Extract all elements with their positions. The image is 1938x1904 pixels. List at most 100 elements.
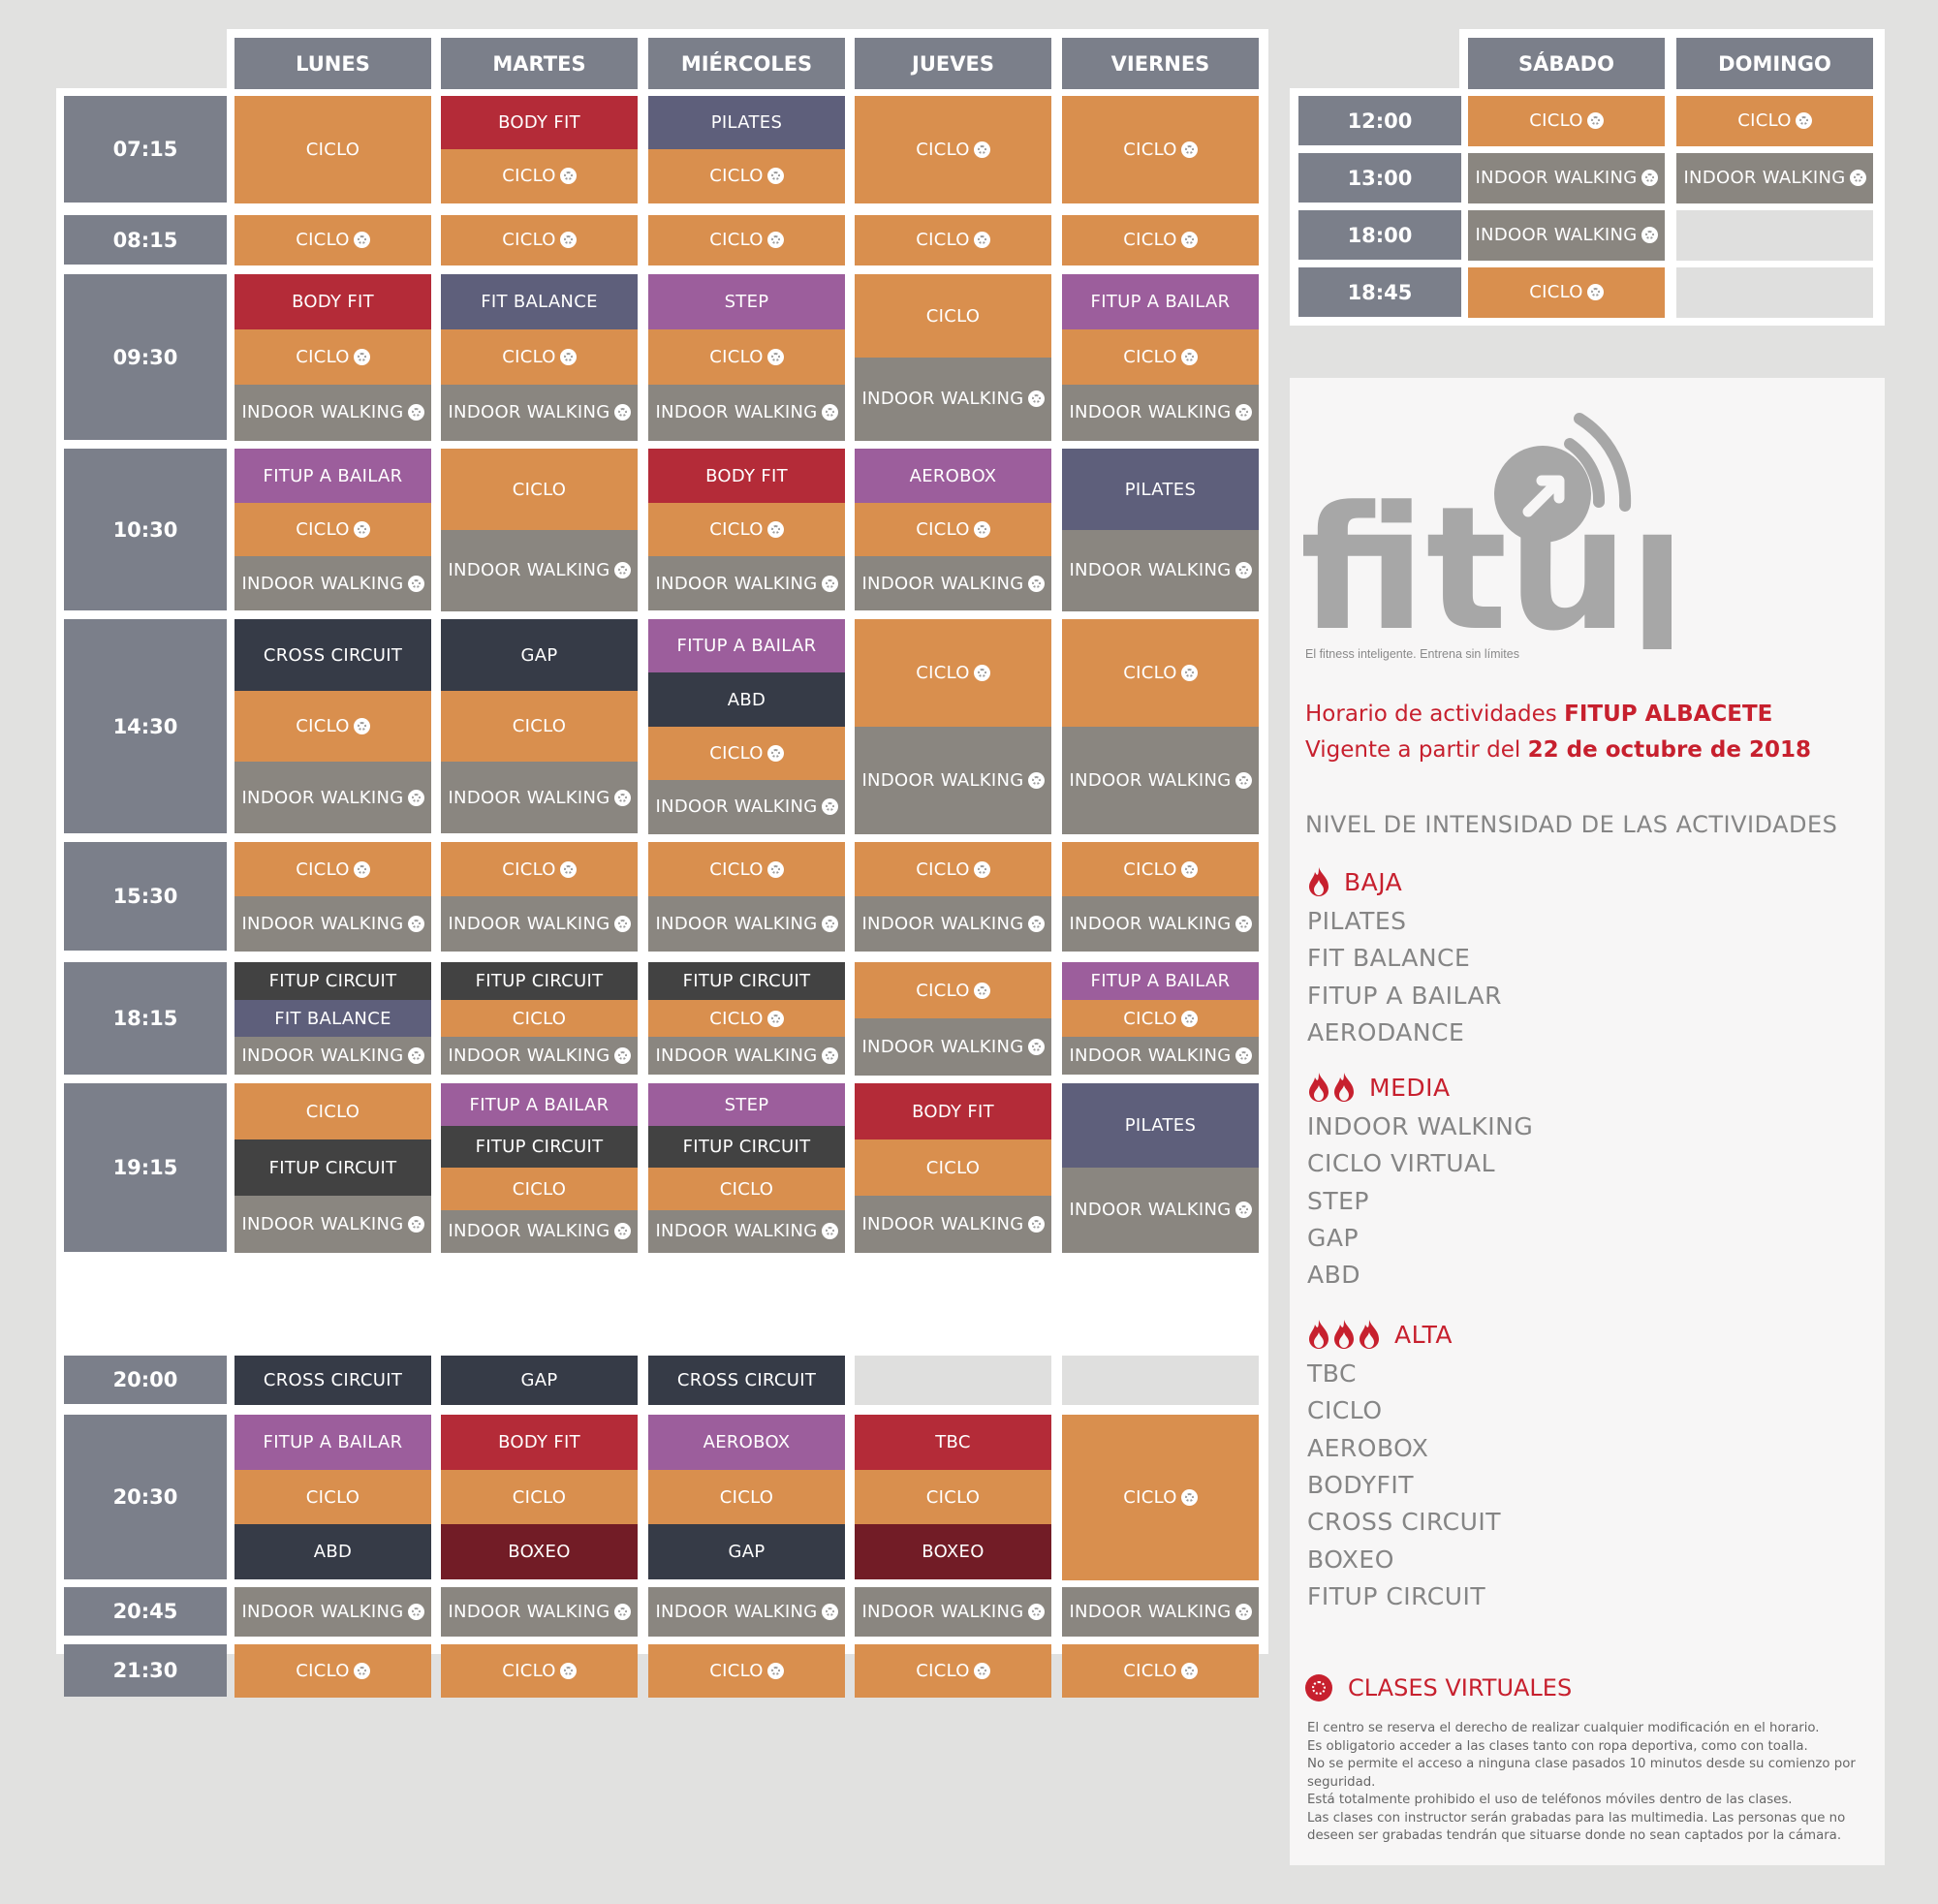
class-fitup-a-bailar[interactable]: FITUP A BAILAR	[648, 619, 845, 673]
class-ciclo[interactable]: CICLO	[855, 215, 1051, 265]
class-ciclo[interactable]: CICLO	[648, 215, 845, 265]
class-indoor-walking[interactable]: INDOOR WALKING	[1062, 1037, 1259, 1076]
class-gap[interactable]: GAP	[441, 1356, 638, 1405]
class-body-fit[interactable]: BODY FIT	[855, 1083, 1051, 1140]
class-indoor-walking[interactable]: INDOOR WALKING	[441, 1037, 638, 1076]
class-ciclo[interactable]: CICLO	[648, 1168, 845, 1210]
class-ciclo[interactable]: CICLO	[1468, 96, 1665, 146]
class-ciclo[interactable]: CICLO	[855, 274, 1051, 358]
class-ciclo[interactable]: CICLO	[648, 842, 845, 897]
class-cross-circuit[interactable]: CROSS CIRCUIT	[234, 1356, 431, 1405]
class-indoor-walking[interactable]: INDOOR WALKING	[234, 1196, 431, 1253]
class-ciclo[interactable]: CICLO	[1062, 96, 1259, 203]
class-ciclo[interactable]: CICLO	[234, 96, 431, 203]
class-indoor-walking[interactable]: INDOOR WALKING	[648, 896, 845, 952]
class-indoor-walking[interactable]: INDOOR WALKING	[855, 1587, 1051, 1637]
class-indoor-walking[interactable]: INDOOR WALKING	[648, 779, 845, 834]
class-ciclo[interactable]: CICLO	[441, 690, 638, 763]
class-body-fit[interactable]: BODY FIT	[234, 274, 431, 330]
class-ciclo[interactable]: CICLO	[1676, 96, 1873, 146]
class-abd[interactable]: ABD	[234, 1524, 431, 1580]
class-ciclo[interactable]: CICLO	[234, 1469, 431, 1525]
class-ciclo[interactable]: CICLO	[234, 842, 431, 897]
class-indoor-walking[interactable]: INDOOR WALKING	[648, 385, 845, 441]
class-ciclo[interactable]: CICLO	[1062, 329, 1259, 386]
class-ciclo[interactable]: CICLO	[1468, 267, 1665, 318]
class-indoor-walking[interactable]: INDOOR WALKING	[234, 385, 431, 441]
class-indoor-walking[interactable]: INDOOR WALKING	[648, 556, 845, 611]
class-fitup-a-bailar[interactable]: FITUP A BAILAR	[441, 1083, 638, 1126]
class-indoor-walking[interactable]: INDOOR WALKING	[1062, 896, 1259, 952]
class-indoor-walking[interactable]: INDOOR WALKING	[441, 1209, 638, 1253]
class-boxeo[interactable]: BOXEO	[855, 1524, 1051, 1580]
class-ciclo[interactable]: CICLO	[441, 1168, 638, 1210]
class-ciclo[interactable]: CICLO	[234, 215, 431, 265]
class-ciclo[interactable]: CICLO	[648, 149, 845, 203]
class-fitup-circuit[interactable]: FITUP CIRCUIT	[441, 1125, 638, 1169]
class-ciclo[interactable]: CICLO	[648, 1469, 845, 1525]
class-indoor-walking[interactable]: INDOOR WALKING	[648, 1037, 845, 1076]
class-indoor-walking[interactable]: INDOOR WALKING	[234, 762, 431, 834]
class-ciclo[interactable]: CICLO	[441, 149, 638, 203]
class-ciclo[interactable]: CICLO	[1062, 842, 1259, 897]
class-ciclo[interactable]: CICLO	[441, 1644, 638, 1698]
class-ciclo[interactable]: CICLO	[1062, 619, 1259, 727]
class-cross-circuit[interactable]: CROSS CIRCUIT	[648, 1356, 845, 1405]
class-pilates[interactable]: PILATES	[1062, 1083, 1259, 1169]
class-indoor-walking[interactable]: INDOOR WALKING	[1062, 529, 1259, 611]
class-pilates[interactable]: PILATES	[648, 96, 845, 150]
class-ciclo[interactable]: CICLO	[855, 619, 1051, 727]
class-gap[interactable]: GAP	[648, 1524, 845, 1580]
class-indoor-walking[interactable]: INDOOR WALKING	[441, 896, 638, 952]
class-indoor-walking[interactable]: INDOOR WALKING	[441, 1587, 638, 1637]
class-indoor-walking[interactable]: INDOOR WALKING	[234, 896, 431, 952]
class-indoor-walking[interactable]: INDOOR WALKING	[648, 1209, 845, 1253]
class-fit-balance[interactable]: FIT BALANCE	[441, 274, 638, 330]
class-indoor-walking[interactable]: INDOOR WALKING	[855, 1196, 1051, 1253]
class-ciclo[interactable]: CICLO	[855, 1139, 1051, 1197]
class-ciclo[interactable]: CICLO	[441, 329, 638, 386]
class-body-fit[interactable]: BODY FIT	[441, 96, 638, 150]
class-ciclo[interactable]: CICLO	[855, 842, 1051, 897]
class-cross-circuit[interactable]: CROSS CIRCUIT	[234, 619, 431, 692]
class-ciclo[interactable]: CICLO	[648, 726, 845, 781]
class-ciclo[interactable]: CICLO	[234, 1083, 431, 1140]
class-indoor-walking[interactable]: INDOOR WALKING	[1676, 153, 1873, 203]
class-indoor-walking[interactable]: INDOOR WALKING	[441, 529, 638, 611]
class-ciclo[interactable]: CICLO	[441, 215, 638, 265]
class-fitup-a-bailar[interactable]: FITUP A BAILAR	[1062, 274, 1259, 330]
class-indoor-walking[interactable]: INDOOR WALKING	[441, 762, 638, 834]
class-indoor-walking[interactable]: INDOOR WALKING	[1062, 1168, 1259, 1253]
class-indoor-walking[interactable]: INDOOR WALKING	[855, 1018, 1051, 1076]
class-indoor-walking[interactable]: INDOOR WALKING	[855, 726, 1051, 834]
class-ciclo[interactable]: CICLO	[234, 1644, 431, 1698]
class-ciclo[interactable]: CICLO	[855, 962, 1051, 1019]
class-aerobox[interactable]: AEROBOX	[648, 1415, 845, 1471]
class-indoor-walking[interactable]: INDOOR WALKING	[855, 896, 1051, 952]
class-ciclo[interactable]: CICLO	[648, 502, 845, 557]
class-abd[interactable]: ABD	[648, 672, 845, 727]
class-indoor-walking[interactable]: INDOOR WALKING	[1062, 1587, 1259, 1637]
class-indoor-walking[interactable]: INDOOR WALKING	[234, 1587, 431, 1637]
class-indoor-walking[interactable]: INDOOR WALKING	[1468, 153, 1665, 203]
class-fitup-circuit[interactable]: FITUP CIRCUIT	[441, 962, 638, 1001]
class-ciclo[interactable]: CICLO	[855, 502, 1051, 557]
class-step[interactable]: STEP	[648, 274, 845, 330]
class-fitup-circuit[interactable]: FITUP CIRCUIT	[648, 962, 845, 1001]
class-indoor-walking[interactable]: INDOOR WALKING	[441, 385, 638, 441]
class-indoor-walking[interactable]: INDOOR WALKING	[234, 556, 431, 611]
class-tbc[interactable]: TBC	[855, 1415, 1051, 1471]
class-fitup-a-bailar[interactable]: FITUP A BAILAR	[1062, 962, 1259, 1001]
class-body-fit[interactable]: BODY FIT	[441, 1415, 638, 1471]
class-indoor-walking[interactable]: INDOOR WALKING	[1468, 210, 1665, 261]
class-indoor-walking[interactable]: INDOOR WALKING	[648, 1587, 845, 1637]
class-ciclo[interactable]: CICLO	[648, 999, 845, 1038]
class-fitup-circuit[interactable]: FITUP CIRCUIT	[648, 1125, 845, 1169]
class-fitup-a-bailar[interactable]: FITUP A BAILAR	[234, 1415, 431, 1471]
class-step[interactable]: STEP	[648, 1083, 845, 1126]
class-ciclo[interactable]: CICLO	[855, 96, 1051, 203]
class-ciclo[interactable]: CICLO	[855, 1469, 1051, 1525]
class-boxeo[interactable]: BOXEO	[441, 1524, 638, 1580]
class-ciclo[interactable]: CICLO	[234, 502, 431, 557]
class-ciclo[interactable]: CICLO	[1062, 999, 1259, 1038]
